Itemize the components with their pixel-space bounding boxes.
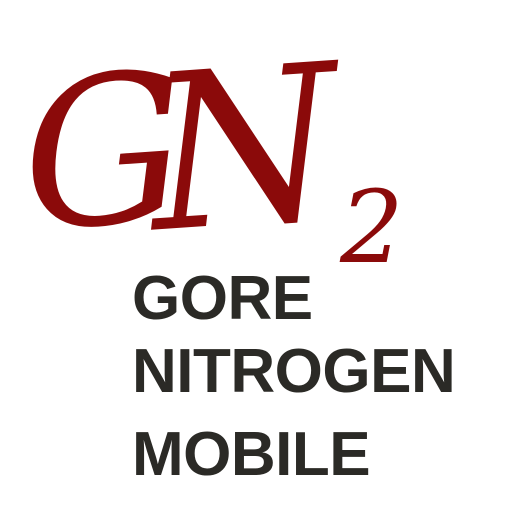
- monogram-subscript-2: 2: [339, 169, 404, 280]
- wordmark-line-gore: GORE: [132, 264, 313, 333]
- monogram-letter-n: N: [136, 16, 353, 280]
- wordmark-line-nitrogen: NITROGEN: [132, 337, 456, 406]
- wordmark-line-mobile: MOBILE: [132, 420, 371, 489]
- monogram-letter-g: G: [14, 29, 194, 278]
- gn2-monogram: G N 2: [14, 16, 404, 280]
